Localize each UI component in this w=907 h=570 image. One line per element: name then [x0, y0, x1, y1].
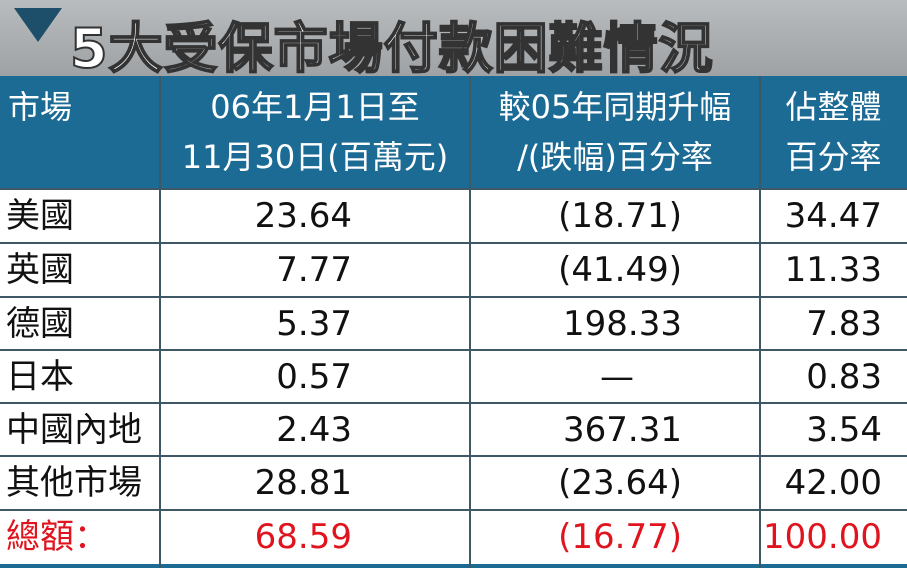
- title: 5大受保市場付款困難情況: [69, 16, 714, 81]
- cell-value: (16.77): [558, 517, 682, 557]
- cell-value: 3.54: [806, 410, 882, 450]
- row-label: 日本: [6, 357, 74, 397]
- header-line: 11月30日(百萬元): [181, 138, 449, 176]
- cell-value: 0.57: [276, 357, 352, 397]
- cell-value: 42.00: [784, 463, 882, 503]
- cell-value: 100.00: [763, 517, 882, 557]
- cell-value: 7.77: [276, 250, 352, 290]
- row-line: [0, 349, 907, 351]
- title-bar: 5大受保市場付款困難情況: [0, 0, 907, 81]
- title-marker: [14, 8, 62, 42]
- header-cell: 06年1月1日至 11月30日(百萬元): [160, 76, 470, 189]
- bottom-line: [0, 564, 907, 568]
- column-line: [759, 76, 761, 568]
- row-line: [0, 509, 907, 511]
- row-label: 英國: [6, 250, 74, 290]
- row-label: 總額：: [6, 517, 108, 557]
- cell-value: 5.37: [276, 304, 352, 344]
- cell-value: 2.43: [276, 410, 352, 450]
- cell-value: —: [600, 357, 634, 397]
- row-line: [0, 296, 907, 298]
- cell-value: 68.59: [254, 517, 352, 557]
- column-line: [159, 76, 161, 568]
- row-line: [0, 188, 907, 190]
- row-label: 其他市場: [6, 463, 142, 503]
- cell-value: 28.81: [254, 463, 352, 503]
- header-line: 百分率: [785, 138, 882, 176]
- cell-value: 23.64: [254, 196, 352, 236]
- cell-value: 198.33: [563, 304, 682, 344]
- header-line: 較05年同期升幅: [498, 88, 732, 126]
- cell-value: 0.83: [806, 357, 882, 397]
- cell-value: 367.31: [563, 410, 682, 450]
- cell-value: 34.47: [784, 196, 882, 236]
- row-line: [0, 402, 907, 404]
- row-line: [0, 455, 907, 457]
- row-label: 中國內地: [6, 410, 142, 450]
- header-line: 市場: [8, 88, 73, 126]
- row-line: [0, 242, 907, 244]
- header-line: 佔整體: [785, 88, 882, 126]
- header-cell: 較05年同期升幅 /(跌幅)百分率: [470, 76, 760, 189]
- row-label: 美國: [6, 196, 74, 236]
- cell-value: (41.49): [558, 250, 682, 290]
- cell-value: (18.71): [558, 196, 682, 236]
- cell-value: (23.64): [558, 463, 682, 503]
- header-cell: 佔整體 百分率: [760, 76, 907, 189]
- cell-value: 11.33: [784, 250, 882, 290]
- column-line: [469, 76, 471, 568]
- header-line: /(跌幅)百分率: [517, 138, 713, 176]
- cell-value: 7.83: [806, 304, 882, 344]
- row-label: 德國: [6, 304, 74, 344]
- header-line: 06年1月1日至: [210, 88, 420, 126]
- header-cell: 市場: [0, 76, 160, 189]
